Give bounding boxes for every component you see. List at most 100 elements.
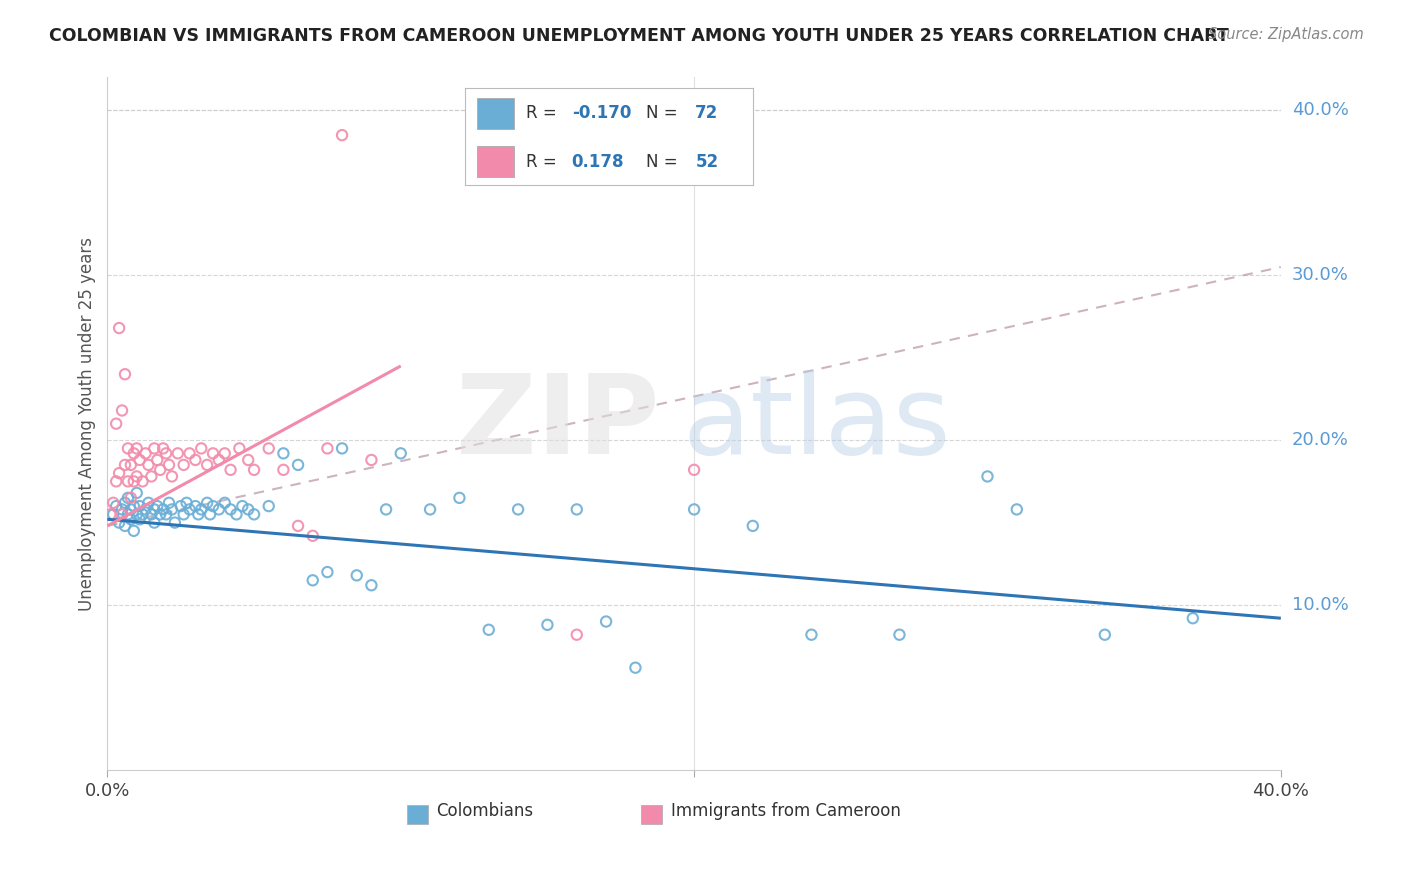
Point (228, 442, 250, 456)
Point (273, 463, 295, 477)
Point (198, 508, 221, 522)
Point (105, 417, 128, 431)
Point (316, 442, 339, 456)
Point (287, 519, 309, 533)
Point (125, 508, 148, 522)
Point (478, 623, 501, 637)
Point (1181, 611, 1204, 625)
Point (273, 446, 295, 460)
Point (238, 502, 260, 516)
Point (187, 508, 209, 522)
Text: atlas: atlas (682, 370, 950, 477)
Point (143, 442, 166, 456)
Point (741, 519, 763, 533)
Point (120, 502, 142, 516)
Point (117, 475, 139, 489)
Point (146, 453, 169, 467)
Point (108, 516, 131, 530)
Point (184, 499, 207, 513)
Point (330, 128, 353, 143)
Point (114, 519, 136, 533)
Point (108, 466, 131, 480)
Point (624, 661, 647, 675)
Text: Source: ZipAtlas.com: Source: ZipAtlas.com (1208, 27, 1364, 42)
Point (160, 469, 183, 483)
Point (131, 475, 153, 489)
Point (163, 516, 186, 530)
Point (155, 446, 177, 460)
Point (214, 446, 236, 460)
Point (157, 458, 180, 472)
Text: 40.0%: 40.0% (1292, 102, 1348, 120)
FancyBboxPatch shape (641, 805, 662, 824)
Point (173, 508, 195, 522)
FancyBboxPatch shape (406, 805, 427, 824)
Point (108, 321, 131, 335)
Point (166, 446, 188, 460)
Point (125, 486, 148, 500)
Point (195, 458, 218, 472)
Point (316, 565, 339, 579)
Y-axis label: Unemployment Among Youth under 25 years: Unemployment Among Youth under 25 years (79, 236, 96, 611)
Text: Immigrants from Cameroon: Immigrants from Cameroon (671, 803, 900, 821)
Point (219, 463, 242, 477)
Point (117, 491, 139, 505)
Point (160, 502, 183, 516)
Point (114, 368, 136, 382)
Point (565, 628, 588, 642)
Point (238, 453, 260, 467)
Text: COLOMBIAN VS IMMIGRANTS FROM CAMEROON UNEMPLOYMENT AMONG YOUTH UNDER 25 YEARS CO: COLOMBIAN VS IMMIGRANTS FROM CAMEROON UN… (49, 27, 1229, 45)
Point (141, 508, 163, 522)
Point (243, 463, 266, 477)
Point (214, 496, 236, 510)
Point (330, 442, 353, 456)
Point (134, 446, 156, 460)
Point (360, 453, 382, 467)
Text: Colombians: Colombians (436, 803, 533, 821)
Text: 10.0%: 10.0% (1292, 596, 1348, 614)
Point (208, 453, 231, 467)
Point (1005, 502, 1028, 516)
Text: ZIP: ZIP (456, 370, 659, 477)
Point (536, 617, 558, 632)
Point (360, 578, 382, 592)
Point (128, 499, 150, 513)
Point (231, 499, 253, 513)
Point (98, 508, 121, 522)
Point (149, 508, 172, 522)
Point (184, 453, 207, 467)
Point (179, 446, 201, 460)
Point (173, 458, 195, 472)
Point (152, 502, 174, 516)
Point (683, 463, 706, 477)
Point (201, 499, 224, 513)
Point (976, 469, 998, 483)
Point (131, 508, 153, 522)
Point (179, 502, 201, 516)
Point (257, 442, 280, 456)
Point (190, 502, 212, 516)
Point (419, 502, 441, 516)
Point (155, 508, 177, 522)
Point (595, 615, 617, 629)
Point (114, 458, 136, 472)
Point (103, 508, 125, 522)
Point (103, 496, 125, 510)
Point (138, 496, 160, 510)
Point (134, 502, 156, 516)
Point (176, 496, 198, 510)
Point (141, 469, 163, 483)
Point (105, 499, 128, 513)
Point (375, 502, 398, 516)
Point (683, 502, 706, 516)
Point (122, 524, 145, 538)
Point (117, 508, 139, 522)
Point (225, 508, 247, 522)
Point (190, 442, 212, 456)
Point (111, 403, 134, 417)
Point (125, 442, 148, 456)
Point (114, 496, 136, 510)
Point (346, 568, 368, 582)
Point (1094, 628, 1116, 642)
Point (800, 628, 823, 642)
